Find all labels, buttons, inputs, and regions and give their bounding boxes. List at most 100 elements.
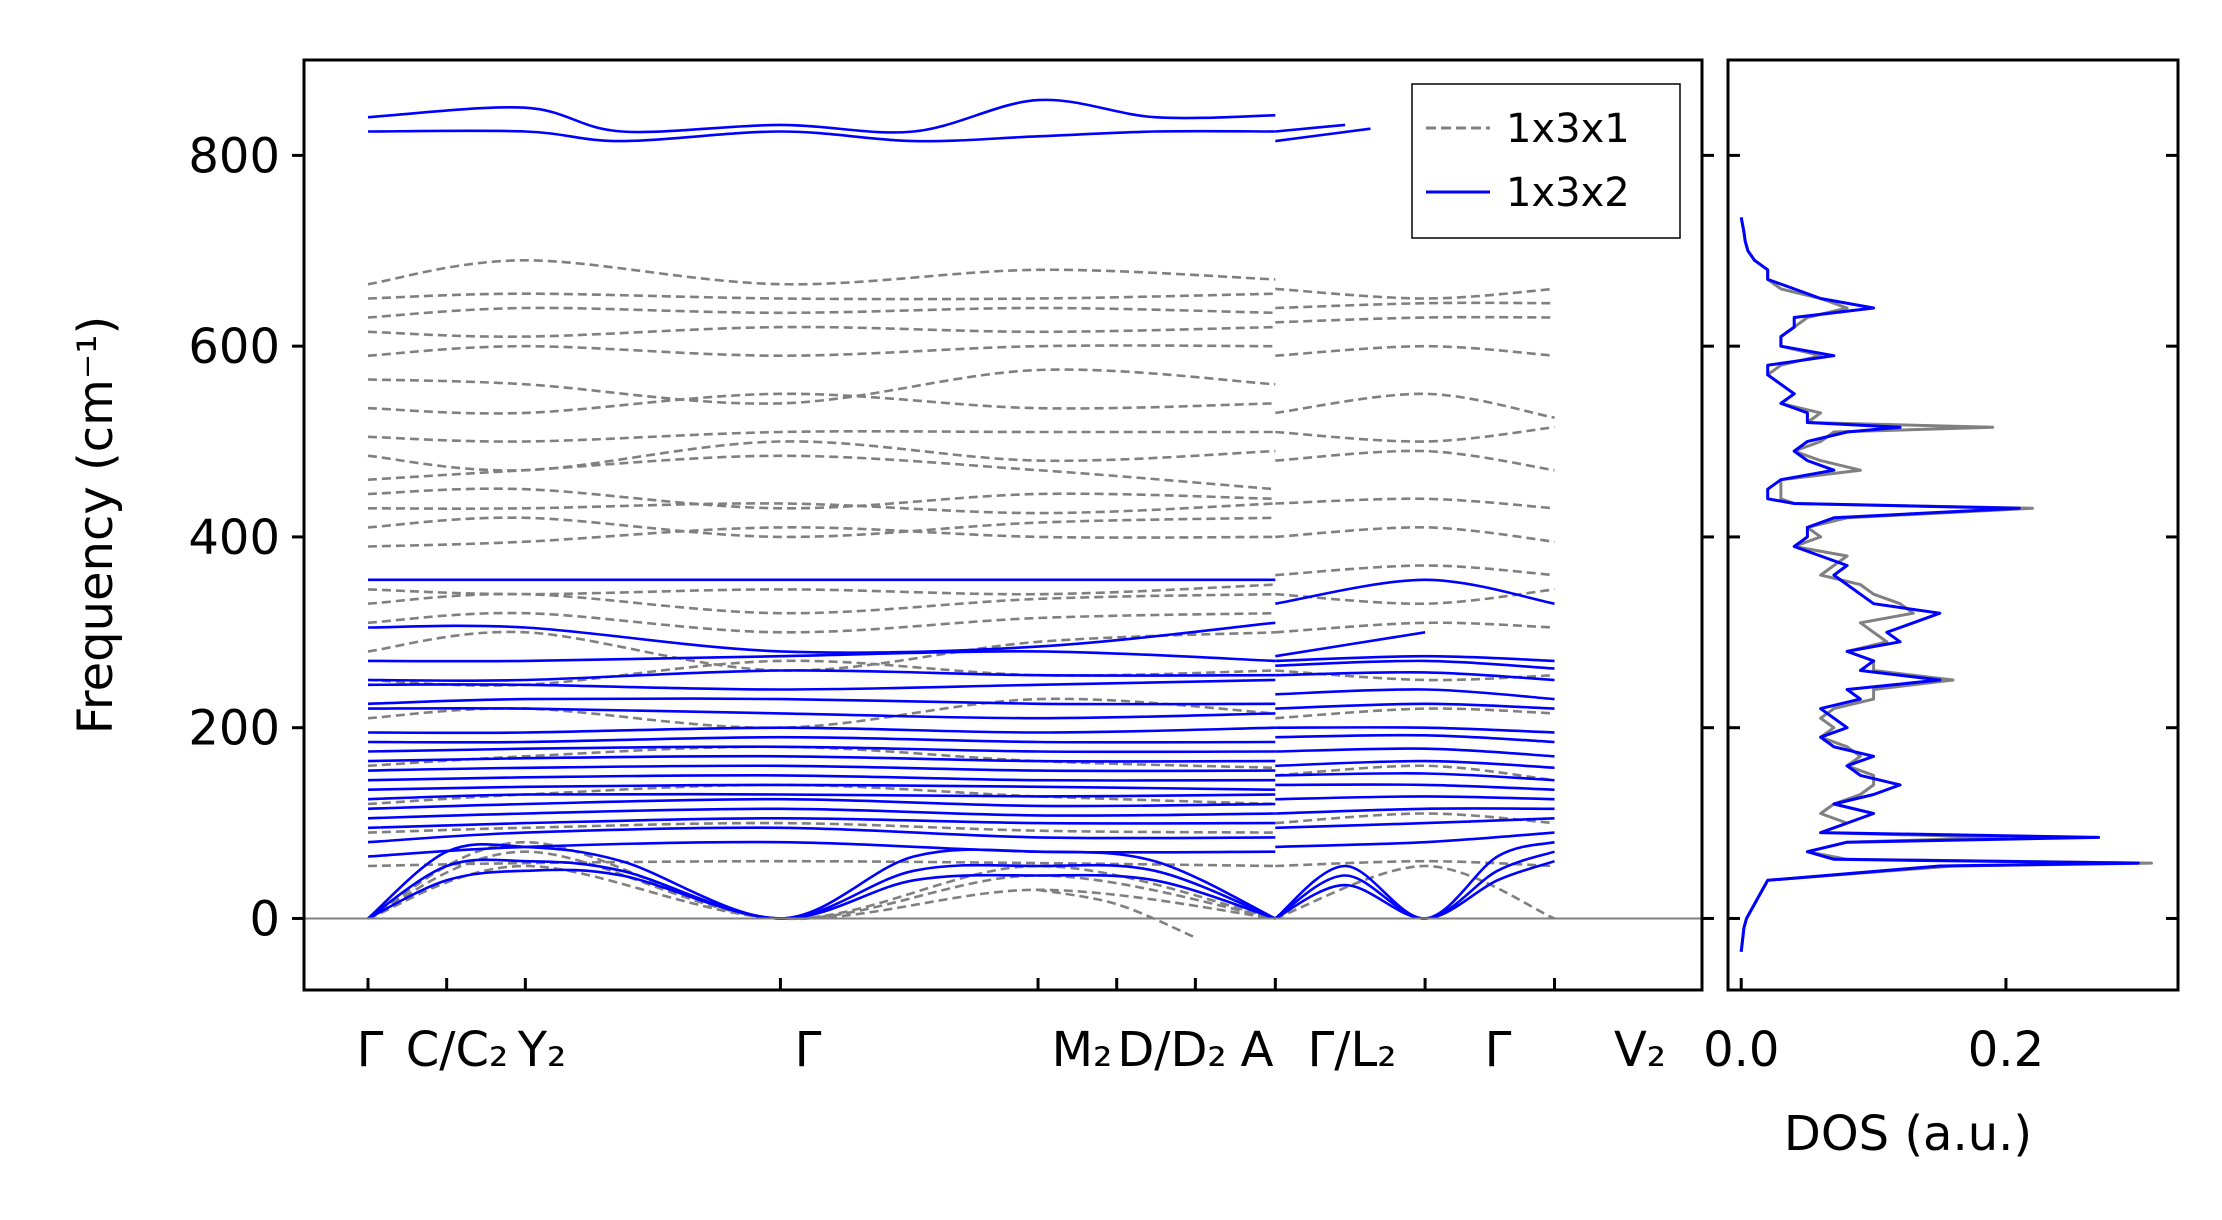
band-line-1x3x1-27: [367, 258, 1276, 286]
band-line-1x3x1-16: [367, 502, 1276, 515]
dos-line-1x3x2: [1739, 217, 2140, 952]
band-line-1x3x1-26: [367, 292, 1276, 301]
band-line-1x3x2-12: [367, 754, 1276, 763]
band-line-1x3x2-4: [367, 826, 1276, 844]
dos-x-tick-label: 0.2: [1968, 1022, 2044, 1078]
path-label-c-c2: C/C₂: [406, 1022, 508, 1078]
band-line-1x3x2-8: [367, 792, 1276, 801]
band-line-1x3x1-24: [367, 325, 1276, 338]
dos-plot-frame: [1726, 58, 2180, 992]
band-line-1x3x2-18: [367, 678, 1276, 691]
band-line-1x3x2-36: [1275, 733, 1555, 744]
band-line-1x3x1-38: [1275, 497, 1555, 510]
dos-x-axis-title: DOS (a.u.): [1784, 1106, 2032, 1162]
band-structure-panel: 0 200 400 600 800 Frequency (cm⁻¹) Γ C/C₂ Y₂…: [68, 58, 1714, 1078]
band-line-1x3x1-28: [1274, 864, 1555, 920]
band-line-1x3x2-15: [367, 726, 1276, 735]
band-line-1x3x1-13: [367, 583, 1276, 596]
band-line-1x3x1-15: [367, 516, 1276, 539]
band-line-1x3x1-18: [367, 454, 1276, 491]
band-line-1x3x1-37: [1275, 526, 1555, 543]
y-tick-label: 200: [188, 701, 280, 757]
path-label-d-d2: D/D₂: [1117, 1022, 1226, 1078]
path-label-gamma: Γ: [795, 1022, 822, 1078]
band-line-1x3x2-27: [1274, 840, 1555, 920]
band-line-1x3x2-41: [1275, 659, 1555, 670]
band-line-1x3x1-4: [367, 859, 1276, 868]
band-line-1x3x2-16: [367, 706, 1276, 720]
band-line-1x3x2-7: [367, 797, 1276, 811]
band-line-1x3x2-45: [1275, 127, 1371, 143]
band-line-1x3x2-44: [1275, 578, 1555, 605]
band-line-1x3x1-36: [1275, 564, 1555, 577]
x-ticks-layer: [366, 978, 1557, 990]
path-label-gamma: Γ: [357, 1022, 384, 1078]
band-line-1x3x2-38: [1275, 702, 1555, 710]
band-line-1x3x2-26: [1274, 850, 1555, 920]
path-label-a: A: [1241, 1022, 1274, 1078]
dos-x-tick-label: 0.0: [1703, 1022, 1779, 1078]
band-line-1x3x1-12: [367, 592, 1276, 615]
band-line-1x3x2-20: [367, 650, 1276, 663]
band-line-1x3x2-5: [367, 816, 1276, 830]
band-line-1x3x2-40: [1275, 670, 1555, 682]
band-line-1x3x2-42: [1275, 654, 1555, 663]
band-line-1x3x1-43: [1275, 315, 1555, 324]
y-tick-label: 800: [188, 128, 280, 184]
path-label-row: Γ C/C₂ Y₂ Γ M₂ D/D₂ A Γ/L₂ Γ V₂: [357, 1022, 1666, 1078]
band-line-1x3x1-34: [1275, 621, 1555, 634]
band-line-1x3x1-32: [1275, 707, 1555, 720]
band-line-1x3x2-46: [1275, 123, 1346, 133]
band-line-1x3x2-3: [367, 840, 1276, 858]
legend: 1x3x1 1x3x2: [1411, 83, 1681, 239]
band-line-1x3x1-19: [367, 440, 1276, 472]
band-line-1x3x2-19: [367, 669, 1276, 683]
y-tick-label: 600: [188, 319, 280, 375]
band-line-1x3x1-3: [1037, 888, 1196, 939]
band-line-1x3x1-41: [1275, 392, 1555, 419]
legend-box: [1411, 83, 1681, 239]
band-line-1x3x1-25: [367, 306, 1276, 319]
band-plot-frame: [302, 58, 1704, 992]
band-line-1x3x2-35: [1275, 747, 1555, 758]
y-tick-label: 400: [188, 510, 280, 566]
dos-panel: 0.0 0.2 DOS (a.u.): [1703, 58, 2180, 1162]
path-label-gamma: Γ: [1485, 1022, 1512, 1078]
y-axis-title: Frequency (cm⁻¹): [68, 316, 124, 734]
band-line-1x3x2-30: [1275, 807, 1555, 815]
band-line-1x3x1-30: [1275, 812, 1555, 825]
band-line-1x3x1-14: [367, 526, 1276, 548]
band-line-1x3x2-39: [1275, 688, 1555, 701]
band-line-1x3x2-9: [367, 783, 1276, 791]
legend-label-1x3x2: 1x3x2: [1506, 170, 1630, 216]
band-line-1x3x1-39: [1275, 449, 1555, 472]
band-line-1x3x1-20: [367, 429, 1276, 443]
band-line-1x3x2-43: [1275, 631, 1426, 658]
band-line-1x3x2-25: [1274, 859, 1555, 920]
band-line-1x3x2-11: [367, 764, 1276, 773]
band-line-1x3x2-32: [1275, 783, 1555, 791]
band-line-1x3x1-21: [367, 392, 1276, 415]
y-tick-label: 0: [249, 891, 280, 947]
band-line-1x3x1-31: [1275, 764, 1555, 782]
band-line-1x3x2-23: [367, 129, 1276, 143]
dos-lines-layer: [1739, 217, 2153, 952]
band-line-1x3x1-29: [1275, 859, 1555, 868]
legend-label-1x3x1: 1x3x1: [1506, 106, 1630, 152]
band-line-1x3x2-13: [367, 745, 1276, 754]
band-line-1x3x1-17: [367, 487, 1276, 510]
band-line-1x3x2-10: [367, 774, 1276, 782]
band-lines-layer: [367, 98, 1555, 939]
band-line-1x3x2-34: [1275, 759, 1555, 770]
band-line-1x3x2-37: [1275, 726, 1555, 734]
band-line-1x3x1-45: [1275, 287, 1555, 300]
band-line-1x3x2-24: [367, 98, 1276, 134]
path-label-y2: Y₂: [517, 1022, 567, 1078]
path-label-v2: V₂: [1614, 1022, 1666, 1078]
band-line-1x3x2-17: [367, 697, 1276, 706]
path-label-m2: M₂: [1052, 1022, 1113, 1078]
band-line-1x3x2-29: [1275, 817, 1555, 830]
band-line-1x3x1-23: [367, 344, 1276, 358]
band-line-1x3x1-42: [1275, 344, 1555, 357]
